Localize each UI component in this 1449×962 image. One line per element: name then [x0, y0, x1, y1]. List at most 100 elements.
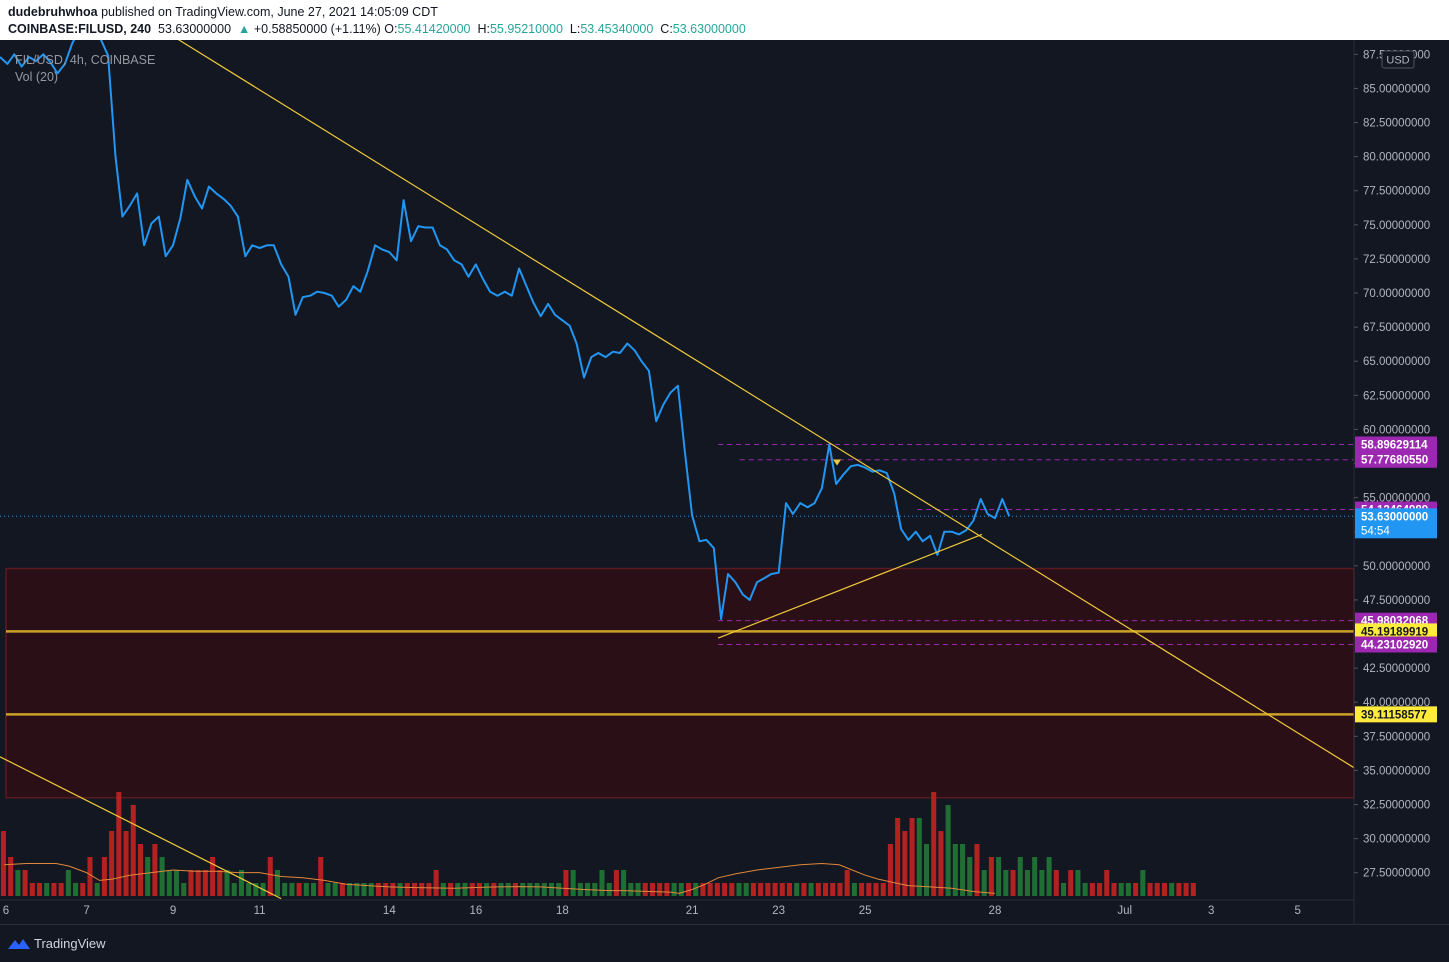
volume-bar	[714, 883, 720, 896]
x-tick-label: 7	[83, 905, 89, 917]
last-price: 53.63000000	[158, 22, 232, 36]
x-tick-label: 9	[170, 905, 176, 917]
x-tick-label: 21	[686, 905, 699, 917]
volume-bar	[505, 883, 511, 896]
volume-bar	[1097, 883, 1103, 896]
low-value: 53.45340000	[580, 22, 654, 36]
volume-bar	[1075, 870, 1081, 896]
price-label-text: 57.77680550	[1361, 455, 1428, 467]
volume-bar	[174, 870, 180, 896]
volume-bar	[1118, 883, 1124, 896]
currency-badge[interactable]	[1381, 50, 1415, 69]
volume-bar	[1068, 870, 1074, 896]
volume-bar	[15, 870, 21, 896]
legend-volume: Vol (20)	[15, 70, 58, 84]
volume-bar	[455, 883, 461, 896]
volume-bar	[808, 883, 814, 896]
trendlines-layer[interactable]	[0, 40, 1355, 900]
volume-layer	[0, 792, 1196, 896]
volume-bar	[375, 883, 381, 896]
y-tick-label: 70.00000000	[1363, 288, 1430, 300]
volume-bar	[491, 883, 497, 896]
volume-bar	[1024, 870, 1030, 896]
volume-bar	[758, 883, 764, 896]
author-name[interactable]: dudebruhwhoa	[8, 5, 98, 19]
volume-bar	[80, 883, 86, 896]
volume-bar	[267, 857, 273, 896]
volume-bar	[1176, 883, 1182, 896]
volume-bar	[94, 883, 100, 896]
currency-badge-text: USD	[1386, 55, 1409, 67]
volume-bar	[548, 883, 555, 896]
volume-bar	[1169, 883, 1175, 896]
volume-bar	[332, 883, 338, 896]
y-tick-label: 67.50000000	[1363, 322, 1430, 334]
volume-bar	[101, 857, 107, 896]
x-tick-label: 28	[989, 905, 1002, 917]
volume-bar	[1133, 883, 1139, 896]
volume-bar	[231, 883, 237, 896]
volume-bar	[837, 883, 843, 896]
support-lines-layer	[6, 630, 1354, 716]
volume-bar	[296, 883, 302, 896]
volume-bar	[952, 844, 958, 896]
volume-bar	[426, 883, 432, 896]
volume-bar	[938, 831, 944, 896]
change-value: +0.58850000 (+1.11%)	[253, 22, 381, 36]
volume-bar	[830, 883, 836, 896]
volume-bar	[880, 883, 886, 896]
volume-bar	[303, 883, 309, 896]
volume-bar	[152, 844, 158, 896]
volume-bar	[188, 870, 194, 896]
volume-bar	[390, 883, 396, 896]
x-tick-label: 3	[1208, 905, 1214, 917]
tradingview-logo-icon[interactable]	[8, 937, 30, 951]
volume-bar	[498, 883, 504, 896]
y-tick-label: 40.00000000	[1363, 697, 1430, 709]
close-value: 53.63000000	[672, 22, 746, 36]
y-tick-label: 50.00000000	[1363, 561, 1430, 573]
volume-bar	[599, 870, 605, 896]
volume-bar	[65, 870, 71, 896]
volume-bar	[29, 883, 35, 896]
volume-bar	[397, 883, 403, 896]
volume-bar	[354, 883, 360, 896]
volume-bar	[130, 805, 136, 896]
volume-bar	[137, 844, 143, 896]
current-price-text: 53.63000000	[1361, 511, 1428, 523]
volume-bar	[613, 870, 619, 896]
volume-bar	[159, 857, 165, 896]
y-tick-label: 72.50000000	[1363, 254, 1430, 266]
volume-bar	[722, 883, 728, 896]
footer-brand[interactable]: TradingView	[34, 936, 106, 951]
time-axis[interactable]: 6 7 9 11 14 16 18 21 23 25 28 Jul 3 5	[3, 905, 1301, 917]
x-tick-label: 16	[469, 905, 482, 917]
publish-info: dudebruhwhoa published on TradingView.co…	[8, 5, 438, 19]
volume-bar	[1060, 883, 1067, 896]
y-tick-label: 62.50000000	[1363, 390, 1430, 402]
volume-bar	[210, 857, 216, 896]
price-line[interactable]	[0, 40, 1011, 620]
volume-bar	[794, 883, 800, 896]
y-tick-label: 85.00000000	[1363, 83, 1430, 95]
low-label: L:	[569, 22, 581, 36]
volume-bar	[772, 883, 778, 896]
x-tick-label: 23	[772, 905, 785, 917]
volume-bar	[1017, 857, 1023, 896]
volume-bar	[238, 870, 244, 896]
x-tick-label: 11	[254, 905, 266, 917]
volume-bar	[621, 870, 627, 896]
volume-bar	[318, 857, 324, 896]
support-price-label	[1355, 706, 1437, 723]
publish-text: published on TradingView.com, June 27, 2…	[101, 5, 438, 19]
resistance-zone-0	[5, 567, 1355, 799]
volume-bar	[282, 883, 288, 896]
price-chart[interactable]: FIL/USD, 4h, COINBASE Vol (20) 87.500000…	[0, 40, 1449, 924]
volume-bar	[988, 857, 994, 896]
volume-bar	[1104, 870, 1110, 896]
dashed-levels-layer	[718, 443, 1354, 646]
volume-bar	[664, 883, 670, 896]
volume-bar	[8, 857, 14, 896]
volume-bar	[866, 883, 872, 896]
change-arrow-icon: ▲	[238, 22, 251, 36]
